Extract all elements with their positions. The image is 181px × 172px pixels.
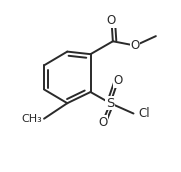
Text: O: O xyxy=(107,14,116,27)
Text: O: O xyxy=(98,116,107,129)
Text: O: O xyxy=(113,74,123,87)
Text: O: O xyxy=(131,39,140,52)
Text: Cl: Cl xyxy=(138,107,150,120)
Text: CH₃: CH₃ xyxy=(22,114,42,124)
Text: S: S xyxy=(106,97,114,110)
